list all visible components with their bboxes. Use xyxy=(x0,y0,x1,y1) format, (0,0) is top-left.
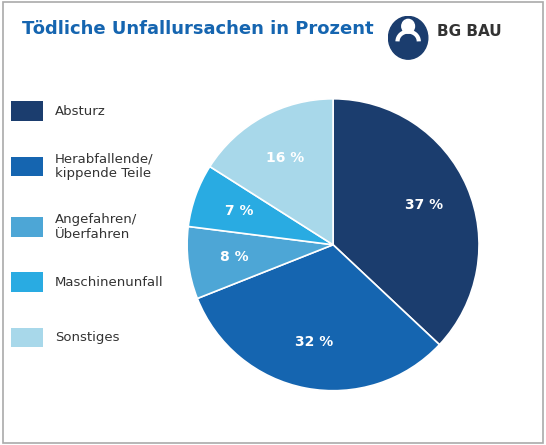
Text: Absturz: Absturz xyxy=(55,105,106,117)
Text: 37 %: 37 % xyxy=(405,198,443,212)
Wedge shape xyxy=(333,99,479,345)
Text: Tödliche Unfallursachen in Prozent: Tödliche Unfallursachen in Prozent xyxy=(22,20,373,38)
Text: Herabfallende/
kippende Teile: Herabfallende/ kippende Teile xyxy=(55,152,154,180)
Text: Sonstiges: Sonstiges xyxy=(55,331,120,344)
Text: 16 %: 16 % xyxy=(266,151,304,165)
Text: 8 %: 8 % xyxy=(220,250,249,264)
Text: 7 %: 7 % xyxy=(225,204,254,218)
Circle shape xyxy=(389,16,428,59)
Wedge shape xyxy=(188,166,333,245)
Circle shape xyxy=(402,19,414,33)
Text: BG BAU: BG BAU xyxy=(437,24,501,39)
Wedge shape xyxy=(210,99,333,245)
Text: Maschinenunfall: Maschinenunfall xyxy=(55,275,164,289)
FancyBboxPatch shape xyxy=(11,328,43,347)
Text: 32 %: 32 % xyxy=(295,335,334,349)
FancyBboxPatch shape xyxy=(11,217,43,237)
Text: Angefahren/
Überfahren: Angefahren/ Überfahren xyxy=(55,213,138,241)
Wedge shape xyxy=(197,245,440,391)
FancyBboxPatch shape xyxy=(11,157,43,176)
Wedge shape xyxy=(187,227,333,299)
FancyBboxPatch shape xyxy=(11,272,43,292)
FancyBboxPatch shape xyxy=(11,101,43,121)
